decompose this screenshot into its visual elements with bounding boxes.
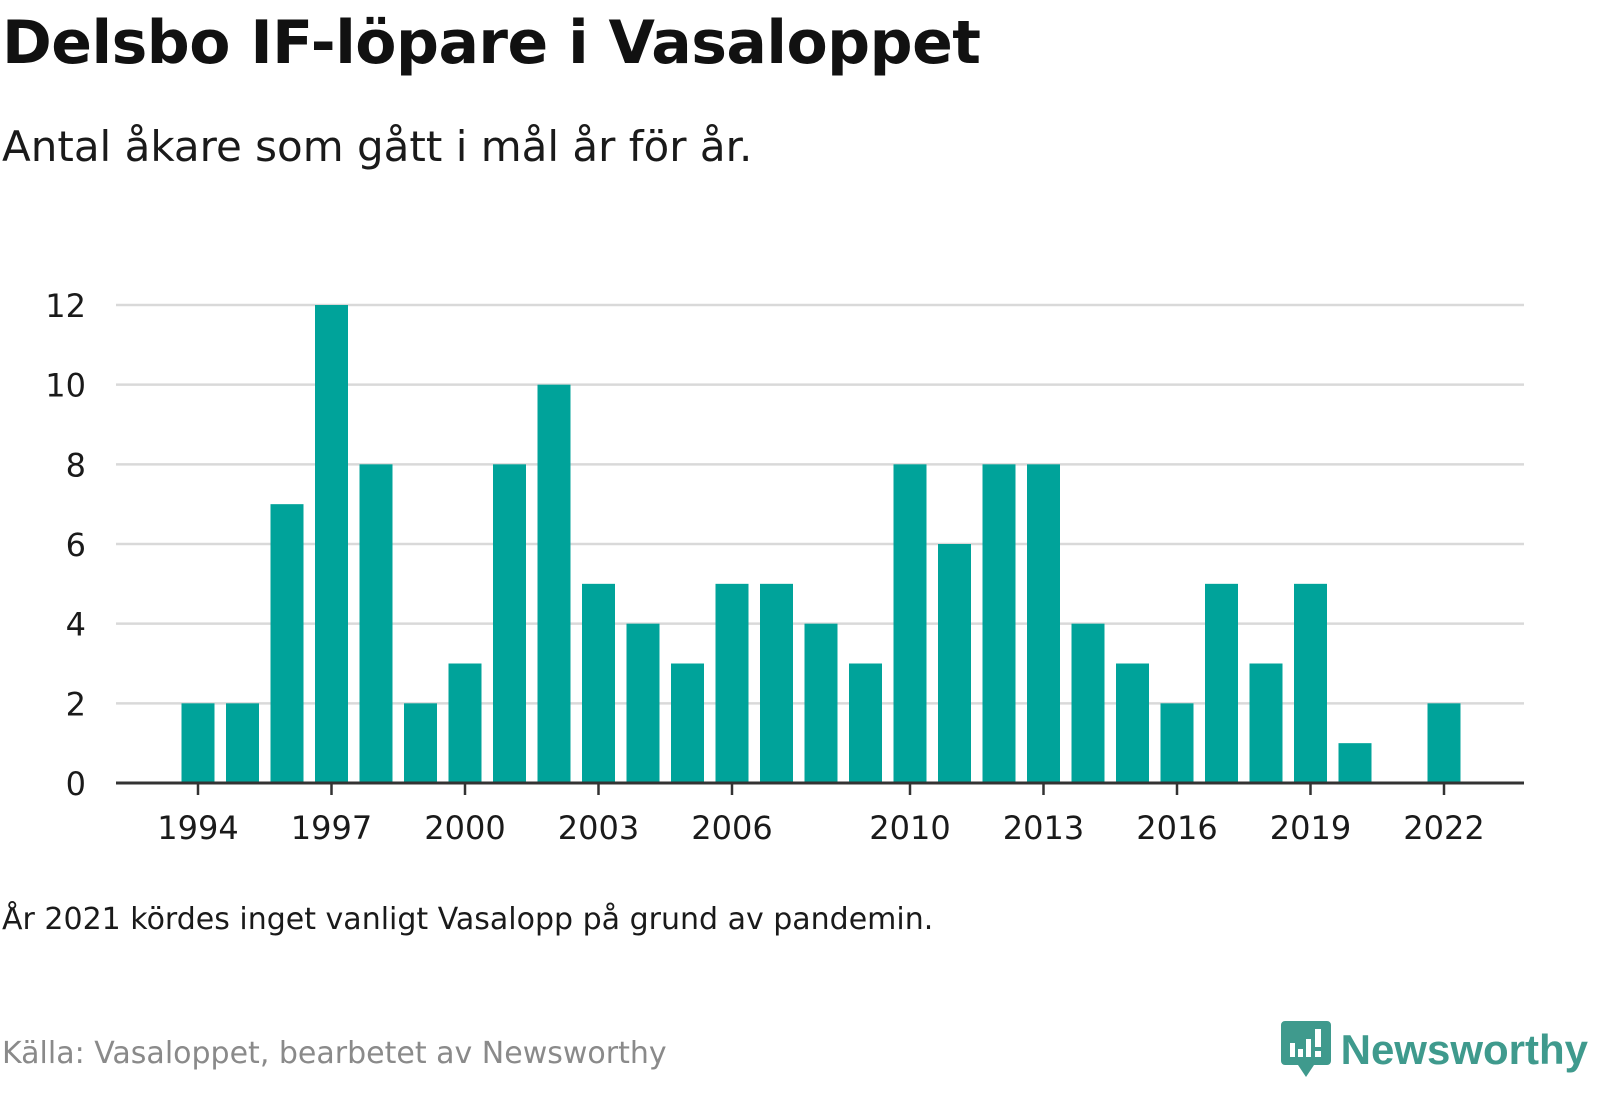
newsworthy-logo-icon [1280, 1021, 1331, 1077]
bar-chart: 0 2 4 6 8 10 12 1994 1997 2000 2003 2006 2010 2013 201… [45, 287, 1524, 847]
x-tick-label: 2016 [1136, 809, 1217, 847]
bar-1999 [404, 703, 437, 783]
bar-1997 [315, 305, 348, 783]
chart-note: År 2021 kördes inget vanligt Vasalopp på… [2, 902, 934, 937]
bar-2009 [849, 663, 882, 783]
bar-2000 [448, 663, 482, 783]
bar-1996 [270, 504, 304, 783]
x-tick-label: 2022 [1403, 809, 1484, 847]
bar-2018 [1249, 663, 1283, 783]
y-tick-label: 6 [66, 526, 86, 564]
y-tick-label: 4 [66, 606, 86, 644]
bar-2015 [1116, 663, 1149, 783]
bar-2008 [804, 623, 838, 783]
bar-2020 [1338, 743, 1372, 783]
x-tick-label: 1997 [291, 809, 372, 847]
bar-2012 [982, 464, 1016, 783]
x-tick-label: 2010 [869, 809, 950, 847]
x-tick-label: 1994 [157, 809, 238, 847]
y-tick-label: 0 [66, 765, 86, 803]
bar-2006 [715, 583, 749, 783]
bar-1998 [359, 464, 393, 783]
brand-name: Newsworthy [1340, 1026, 1588, 1073]
chart-subtitle: Antal åkare som gått i mål år för år. [2, 122, 753, 171]
bar-2005 [671, 663, 704, 783]
bar-2002 [537, 384, 571, 783]
brand-logo: Newsworthy [1280, 1018, 1588, 1082]
bar-2011 [938, 544, 971, 783]
chart-title: Delsbo IF-löpare i Vasaloppet [2, 8, 981, 78]
source-text: Källa: Vasaloppet, bearbetet av Newswort… [2, 1036, 667, 1071]
bar-2003 [582, 583, 615, 783]
bar-2016 [1160, 703, 1194, 783]
bar-2007 [760, 583, 793, 783]
x-tick-label: 2006 [691, 809, 772, 847]
x-tick-label: 2013 [1003, 809, 1084, 847]
bar-1995 [226, 703, 259, 783]
bar-2004 [626, 623, 660, 783]
y-tick-label: 10 [45, 367, 86, 405]
bar-2010 [893, 464, 927, 783]
x-tick-label: 2019 [1270, 809, 1351, 847]
y-tick-label: 12 [45, 287, 86, 325]
bar-2017 [1205, 583, 1238, 783]
bar-2019 [1294, 583, 1327, 783]
bar-2014 [1071, 623, 1105, 783]
bar-1994 [181, 703, 215, 783]
x-tick-label: 2003 [558, 809, 639, 847]
y-tick-label: 2 [66, 685, 86, 723]
bar-2013 [1027, 464, 1060, 783]
y-tick-label: 8 [66, 446, 86, 484]
bar-2022 [1427, 703, 1461, 783]
bar-2001 [493, 464, 526, 783]
x-tick-label: 2000 [424, 809, 505, 847]
